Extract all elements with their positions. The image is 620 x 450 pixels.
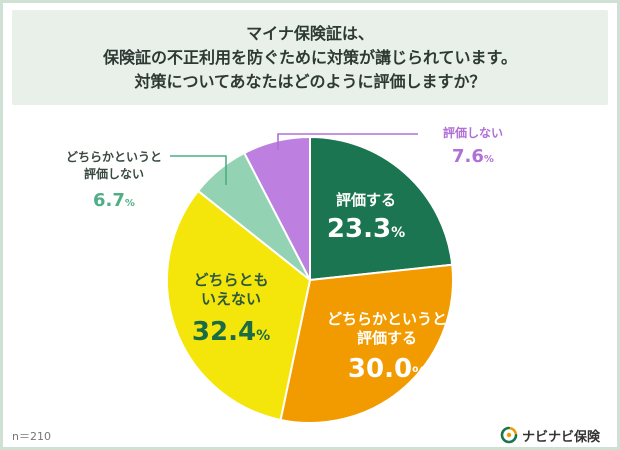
title-line-2: 保険証の不正利用を防ぐために対策が講じられています。 [103,47,517,67]
slice-label-3-line-2: いえない [201,290,261,308]
slice-dochiramo-ienai [166,189,312,422]
slice-label-2-line-2: 評価する [357,329,417,347]
slice-value-3: 32.4% [192,317,270,347]
brand-name: ナビナビ保険 [522,429,601,445]
slice-label-4-line-2: 評価しない [84,166,144,181]
slice-value-1: 23.3% [327,214,405,244]
slice-dochiraka-hyoka-suru [279,263,454,425]
brand-mark-icon [500,426,518,444]
slice-value-2: 30.0% [348,354,426,384]
slice-value-4: 6.7% [93,190,135,211]
chart-title: マイナ保険証は、 保険証の不正利用を防ぐために対策が講じられています。 対策につ… [12,10,608,105]
leader-line-hyoka-shinai [277,133,418,150]
slice-label-4-line-1: どちらかというと [66,150,162,164]
slice-value-5: 7.6% [452,146,494,167]
slice-label-1-line-1: 評価する [336,191,396,209]
sample-size-label: n＝210 [12,430,51,443]
slice-hyoka-shinai [242,135,311,281]
title-line-3: 対策についてあなたはどのように評価しますか？ [134,71,486,91]
slice-label-3-line-1: どちらとも [193,271,268,289]
slice-label-5-line-1: 評価しない [443,125,503,140]
slice-label-2-line-1: どちらかというと [327,310,447,328]
slice-hyoka-suru [309,135,454,282]
leader-line-dochiraka-hyoka-shinai [170,155,227,185]
brand-logo: ナビナビ保険 [500,425,600,445]
title-line-1: マイナ保険証は、 [246,23,374,43]
